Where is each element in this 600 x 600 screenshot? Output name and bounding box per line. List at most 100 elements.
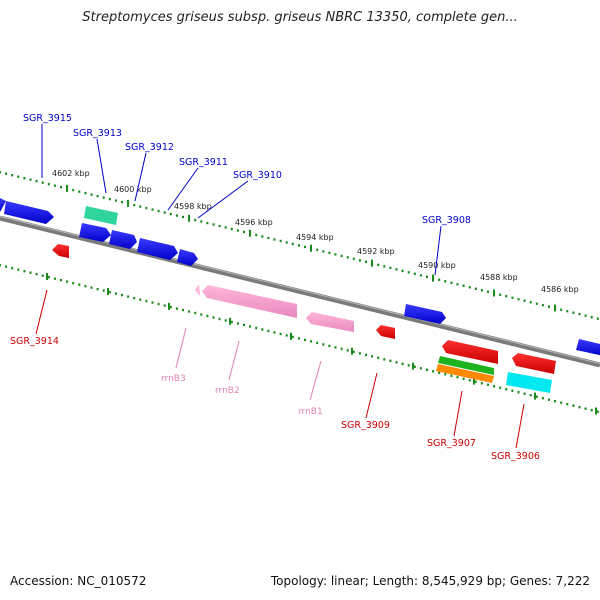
scale-dot: [230, 227, 233, 231]
scale-dot: [480, 289, 483, 292]
scale-dot: [535, 302, 538, 305]
scale-dot: [352, 257, 355, 261]
scale-dot: [432, 370, 435, 373]
scale-dot: [444, 280, 447, 283]
scale-dot: [560, 401, 563, 404]
gene-arrow[interactable]: [576, 339, 600, 356]
gene-label[interactable]: SGR_3910: [233, 170, 282, 181]
scale-dot: [389, 359, 392, 363]
scale-dot: [419, 367, 422, 370]
scale-dot: [560, 308, 563, 311]
scale-dot: [273, 238, 276, 241]
scale-dot: [596, 317, 599, 320]
gene-arrow[interactable]: [442, 340, 498, 364]
scale-dot: [273, 331, 276, 334]
scale-dot: [584, 314, 587, 317]
gene-arrow[interactable]: [4, 201, 54, 224]
scale-dot: [230, 320, 233, 324]
chromosome-backbone: [0, 215, 600, 368]
rrna-label[interactable]: rrnB1: [298, 407, 323, 417]
scale-dot: [383, 265, 386, 268]
gene-arrow[interactable]: [512, 353, 556, 374]
scale-dot: [53, 184, 56, 187]
scale-dot: [102, 289, 105, 292]
scale-dot: [493, 385, 496, 388]
scale-dot: [328, 344, 331, 348]
scale-dot: [139, 205, 142, 208]
gene-label[interactable]: SGR_3913: [73, 128, 122, 139]
upper-kbp-scale: [0, 171, 599, 320]
gene-label[interactable]: SGR_3914: [10, 336, 59, 347]
gene-label[interactable]: SGR_3907: [427, 438, 476, 449]
gene-arrow[interactable]: [436, 364, 494, 383]
gene-label[interactable]: SGR_3906: [491, 451, 540, 462]
rrna-arrow[interactable]: [202, 285, 297, 318]
scale-dot: [407, 271, 410, 274]
gene-arrow[interactable]: [177, 249, 198, 266]
gene-arrow[interactable]: [109, 230, 137, 249]
scale-dot: [133, 203, 136, 207]
gene-arrow[interactable]: [376, 325, 395, 339]
gene-label[interactable]: SGR_3908: [422, 215, 471, 226]
gene-arrow[interactable]: [0, 198, 6, 212]
kbp-label: 4602 kbp: [52, 169, 90, 178]
scale-dot: [499, 293, 502, 296]
scale-dot: [267, 329, 270, 333]
scale-dot: [96, 287, 99, 291]
genome-summary-text: Topology: linear; Length: 8,545,929 bp; …: [270, 574, 590, 588]
scale-dot: [474, 380, 477, 383]
scale-dot: [419, 274, 422, 277]
genome-title: Streptomyces griseus subsp. griseus NBRC…: [82, 10, 518, 25]
scale-dot: [340, 254, 343, 258]
scale-dot: [401, 269, 404, 273]
kbp-labels: 4602 kbp 4600 kbp 4598 kbp 4596 kbp 4594…: [52, 169, 579, 294]
scale-dot: [389, 266, 392, 270]
kbp-label: 4586 kbp: [541, 285, 579, 294]
forward-gene-labels: SGR_3915 SGR_3913 SGR_3912 SGR_3911 SGR_…: [23, 113, 471, 276]
scale-dot: [218, 317, 221, 321]
scale-dot: [35, 272, 38, 276]
scale-dot: [541, 304, 544, 307]
scale-dot: [444, 373, 447, 376]
gene-arrow[interactable]: [137, 238, 178, 260]
gene-arrow[interactable]: [506, 372, 552, 393]
scale-dot: [310, 340, 313, 343]
scale-dot: [212, 316, 215, 319]
rrna-label[interactable]: rrnB3: [161, 374, 186, 384]
gene-arrow[interactable]: [404, 304, 446, 324]
scale-dot: [352, 350, 355, 354]
scale-dot: [395, 268, 398, 271]
gene-arrow[interactable]: [79, 223, 111, 242]
gene-arrow[interactable]: [84, 206, 118, 225]
rrna-label[interactable]: rrnB2: [215, 386, 240, 396]
scale-dot: [578, 405, 581, 409]
scale-dot: [41, 274, 44, 277]
scale-dot: [505, 295, 508, 298]
accession-text: Accession: NC_010572: [10, 574, 147, 588]
scale-dot: [114, 199, 117, 202]
rrna-arrow[interactable]: [306, 312, 354, 332]
scale-dot: [377, 263, 380, 267]
scale-dot: [596, 410, 599, 413]
scale-dot: [438, 371, 441, 375]
gene-arrow[interactable]: [438, 356, 494, 375]
gene-label[interactable]: SGR_3912: [125, 142, 174, 153]
scale-dot: [11, 266, 14, 270]
scale-dot: [200, 313, 203, 316]
scale-dot: [84, 191, 87, 195]
rrna-arrow[interactable]: [195, 284, 200, 296]
gene-label[interactable]: SGR_3915: [23, 113, 72, 124]
gene-label[interactable]: SGR_3909: [341, 420, 390, 431]
scale-dot: [188, 310, 191, 313]
scale-dot: [548, 305, 550, 308]
scale-dot: [17, 268, 20, 271]
scale-dot: [346, 256, 349, 259]
scale-dot: [480, 382, 483, 385]
scale-dot: [438, 278, 441, 282]
scale-dot: [35, 179, 38, 183]
gene-arrow[interactable]: [52, 244, 69, 258]
gene-label[interactable]: SGR_3911: [179, 157, 228, 168]
scale-dot: [517, 298, 520, 301]
scale-dot: [365, 353, 367, 357]
